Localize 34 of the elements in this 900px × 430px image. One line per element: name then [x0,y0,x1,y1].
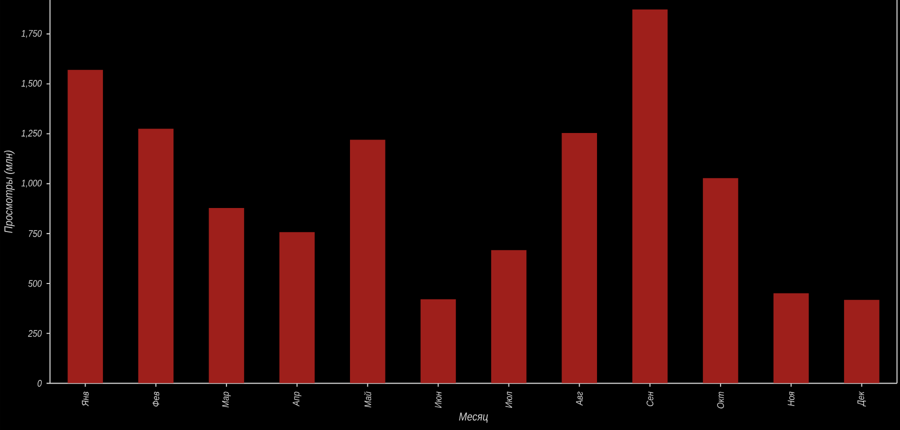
bar [279,232,315,384]
bar [844,300,880,384]
x-tick-label: Дек [857,391,866,407]
bar [350,140,386,384]
bar [420,299,456,384]
y-tick-label: 500 [28,280,42,287]
bar [773,293,809,384]
y-tick-label: 250 [28,330,42,337]
y-tick-label: 1,000 [21,180,42,188]
y-tick-label: 1,500 [21,80,42,88]
x-tick-label: Окт [717,392,724,408]
x-tick-label: Июн [434,392,442,408]
x-tick-label: Ноя [788,392,794,406]
x-tick-label: Фев [152,392,160,406]
x-tick-label: Июл [505,392,512,408]
bar [632,9,668,384]
y-tick-label: 1,750 [21,30,42,38]
x-tick-label: Май [364,392,372,408]
bar [491,250,526,384]
x-tick-label: Апр [292,392,302,407]
bar [702,178,738,384]
y-axis-title: Просмотры (млн) [4,150,15,233]
bar [68,70,103,384]
bar [562,132,598,384]
y-tick-label: 1,250 [21,130,42,138]
x-tick-label: Авг [576,392,583,406]
y-tick-label: 0 [38,380,42,387]
x-tick-label: Мар [222,392,231,408]
x-tick-label: Сен [646,392,654,406]
x-axis-title: Месяц [459,412,488,423]
bar [138,128,174,384]
bar [208,208,244,384]
x-tick-label: Янв [82,392,89,406]
y-tick-label: 750 [28,230,42,237]
